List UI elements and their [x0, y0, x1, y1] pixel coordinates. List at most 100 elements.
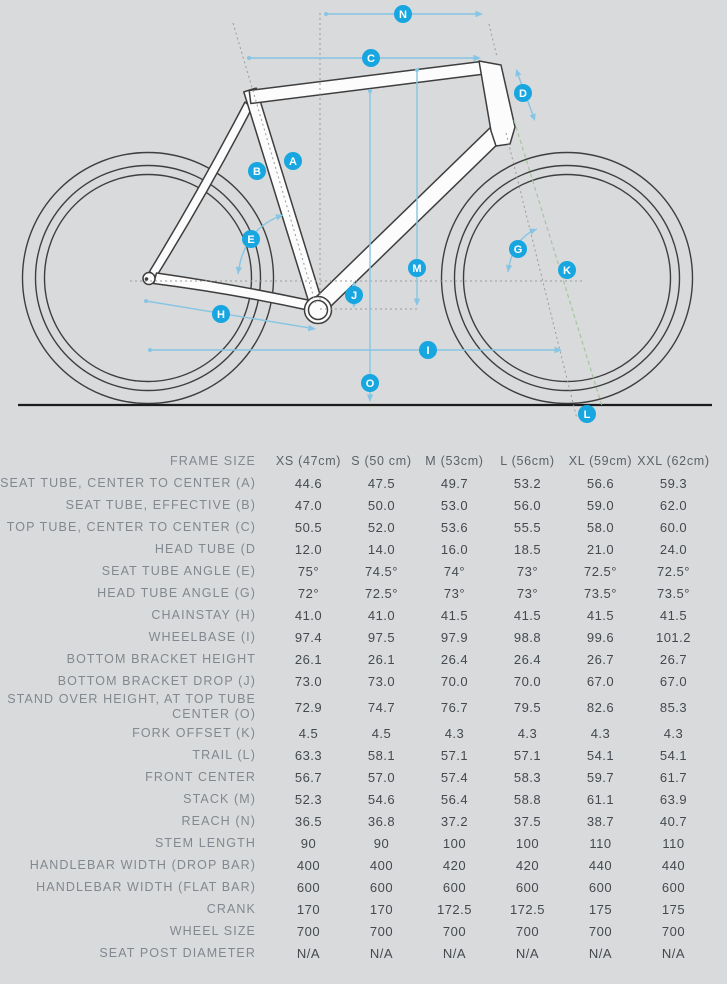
fork-offset-axis-line — [513, 119, 603, 407]
spec-value: 54.6 — [367, 791, 396, 807]
spec-value: N/A — [442, 945, 467, 961]
spec-value: 26.1 — [294, 651, 323, 667]
bike-geometry-diagram: N C D A B E G — [0, 0, 727, 450]
spec-value: 73.0 — [294, 673, 323, 689]
spec-value: 50.0 — [367, 497, 396, 513]
spec-value: 73.5° — [583, 585, 617, 601]
spec-value: 18.5 — [513, 541, 542, 557]
spec-value: 36.8 — [367, 813, 396, 829]
svg-text:I: I — [426, 345, 429, 357]
spec-value: 26.7 — [659, 651, 688, 667]
spec-value: 63.3 — [294, 747, 323, 763]
steering-axis-upper — [488, 23, 498, 58]
spec-value: 76.7 — [440, 699, 469, 715]
spec-value: 73° — [516, 563, 539, 579]
spec-value: 21.0 — [586, 541, 615, 557]
spec-value: 62.0 — [659, 497, 688, 513]
marker-C: C — [362, 49, 380, 67]
spec-value: 172.5 — [436, 901, 473, 917]
spec-label: STAND OVER HEIGHT, AT TOP TUBE CENTER (O… — [7, 692, 256, 721]
spec-value: 61.1 — [586, 791, 615, 807]
table-header-row: FRAME SIZE XS (47cm) S (50 cm) M (53cm) L (5… — [0, 450, 727, 472]
spec-value: 70.0 — [440, 673, 469, 689]
spec-label: HEAD TUBE ANGLE (G) — [97, 585, 256, 600]
table-row: SEAT TUBE, EFFECTIVE (B) 47.0 50.0 53.0 56.0… — [0, 494, 727, 516]
spec-value: 74° — [443, 563, 466, 579]
spec-value: 700 — [515, 923, 540, 939]
marker-K: K — [558, 261, 576, 279]
spec-value: 41.5 — [440, 607, 469, 623]
spec-value: 70.0 — [513, 673, 542, 689]
spec-value: 170 — [369, 901, 394, 917]
spec-value: 97.5 — [367, 629, 396, 645]
spec-value: 700 — [296, 923, 321, 939]
spec-value: 175 — [661, 901, 686, 917]
table-row: SEAT TUBE, CENTER TO CENTER (A) 44.6 47.5 4… — [0, 472, 727, 494]
spec-value: 53.6 — [440, 519, 469, 535]
spec-value: 58.3 — [513, 769, 542, 785]
steering-axis-lower — [505, 132, 578, 420]
svg-text:O: O — [366, 378, 375, 390]
spec-value: 60.0 — [659, 519, 688, 535]
marker-L: L — [578, 405, 596, 423]
spec-value: 26.7 — [586, 651, 615, 667]
svg-text:D: D — [519, 88, 527, 100]
spec-value: 4.5 — [371, 725, 392, 741]
spec-value: 57.0 — [367, 769, 396, 785]
spec-value: 52.0 — [367, 519, 396, 535]
marker-M: M — [408, 259, 426, 277]
spec-label: BOTTOM BRACKET DROP (J) — [57, 673, 256, 688]
marker-G: G — [509, 240, 527, 258]
spec-value: 56.7 — [294, 769, 323, 785]
table-row: STEM LENGTH 90 90 100 100 110 110 — [0, 832, 727, 854]
spec-value: 90 — [300, 835, 317, 851]
spec-label: TOP TUBE, CENTER TO CENTER (C) — [6, 519, 256, 534]
head-tube — [478, 60, 516, 147]
spec-value: 85.3 — [659, 699, 688, 715]
spec-value: 53.0 — [440, 497, 469, 513]
spec-value: 37.2 — [440, 813, 469, 829]
spec-value: 4.3 — [590, 725, 611, 741]
table-row: STAND OVER HEIGHT, AT TOP TUBE CENTER (O… — [0, 692, 727, 722]
spec-label: HANDLEBAR WIDTH (DROP BAR) — [29, 857, 256, 872]
svg-text:L: L — [584, 409, 591, 421]
spec-value: 700 — [442, 923, 467, 939]
spec-value: 54.1 — [659, 747, 688, 763]
spec-value: 52.3 — [294, 791, 323, 807]
table-row: HEAD TUBE ANGLE (G) 72° 72.5° 73° 73° 73.5° 73… — [0, 582, 727, 604]
spec-value: 41.5 — [513, 607, 542, 623]
spec-label: SEAT TUBE, EFFECTIVE (B) — [65, 497, 256, 512]
spec-value: 63.9 — [659, 791, 688, 807]
measurement-endpoints — [144, 10, 562, 402]
spec-value: 110 — [662, 835, 685, 851]
spec-value: 400 — [296, 857, 321, 873]
svg-text:B: B — [253, 166, 261, 178]
spec-value: 420 — [515, 857, 540, 873]
spec-label: STEM LENGTH — [155, 835, 256, 850]
spec-value: 170 — [296, 901, 321, 917]
spec-value: 38.7 — [586, 813, 615, 829]
spec-label: SEAT TUBE, CENTER TO CENTER (A) — [0, 475, 256, 490]
spec-value: 79.5 — [513, 699, 542, 715]
spec-value: 101.2 — [655, 629, 692, 645]
seat-tube — [243, 87, 325, 313]
bottom-bracket-bore — [307, 299, 329, 321]
spec-value: 40.7 — [659, 813, 688, 829]
spec-value: 4.3 — [517, 725, 538, 741]
spec-value: 74.7 — [367, 699, 396, 715]
spec-value: 56.6 — [586, 475, 615, 491]
spec-value: 400 — [369, 857, 394, 873]
spec-label: FRONT CENTER — [145, 769, 256, 784]
table-row: HEAD TUBE (D 12.0 14.0 16.0 18.5 21.0 24.0 — [0, 538, 727, 560]
spec-value: N/A — [661, 945, 686, 961]
spec-value: 56.4 — [440, 791, 469, 807]
spec-value: 600 — [588, 879, 613, 895]
spec-value: 100 — [515, 835, 540, 851]
table-row: HANDLEBAR WIDTH (DROP BAR) 400 400 420 420 44… — [0, 854, 727, 876]
spec-value: 600 — [369, 879, 394, 895]
spec-value: 97.9 — [440, 629, 469, 645]
seat-tube-axis-line — [232, 22, 317, 306]
spec-value: 26.4 — [440, 651, 469, 667]
spec-value: 72.5° — [656, 563, 690, 579]
spec-value: 72.5° — [364, 585, 398, 601]
